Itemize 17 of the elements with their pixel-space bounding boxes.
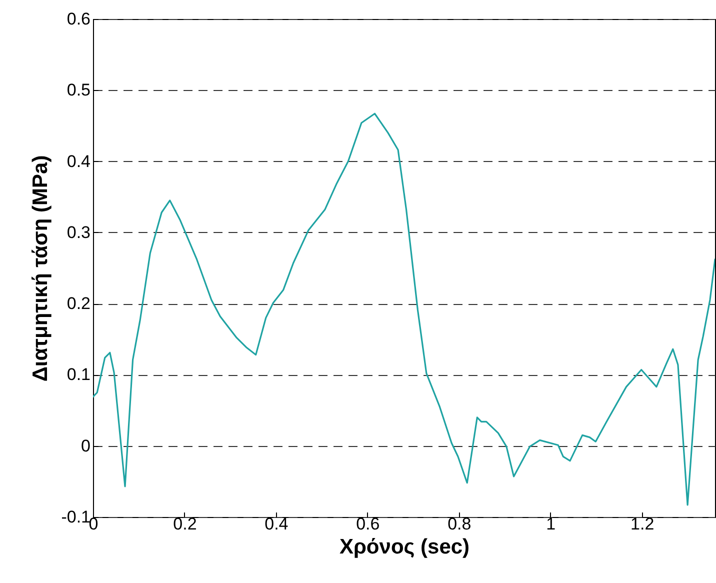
x-tick-label: 1.2: [630, 514, 654, 534]
x-tick-label: 0.8: [448, 514, 472, 534]
y-tick-label: 0.6: [66, 10, 90, 28]
y-tick-label: 0.2: [66, 294, 90, 314]
x-axis-title: Χρόνος (sec): [339, 536, 470, 558]
y-tick-label: 0.5: [66, 80, 90, 100]
y-tick-label: 0.1: [66, 365, 90, 384]
line-series: [93, 112, 715, 506]
x-tick-label: 1: [546, 514, 556, 534]
x-tick-label: 0.4: [264, 514, 288, 534]
y-axis-title: Διατμητική τάση (MPa): [29, 155, 52, 382]
x-tick-label: 0.6: [356, 514, 380, 534]
y-tick-label: 0.4: [66, 152, 90, 171]
x-tick-label: 0.2: [173, 514, 197, 534]
y-tick-label: 0: [81, 436, 90, 456]
y-tick-label: -0.1: [61, 508, 90, 526]
y-tick-label: 0.3: [66, 222, 90, 242]
